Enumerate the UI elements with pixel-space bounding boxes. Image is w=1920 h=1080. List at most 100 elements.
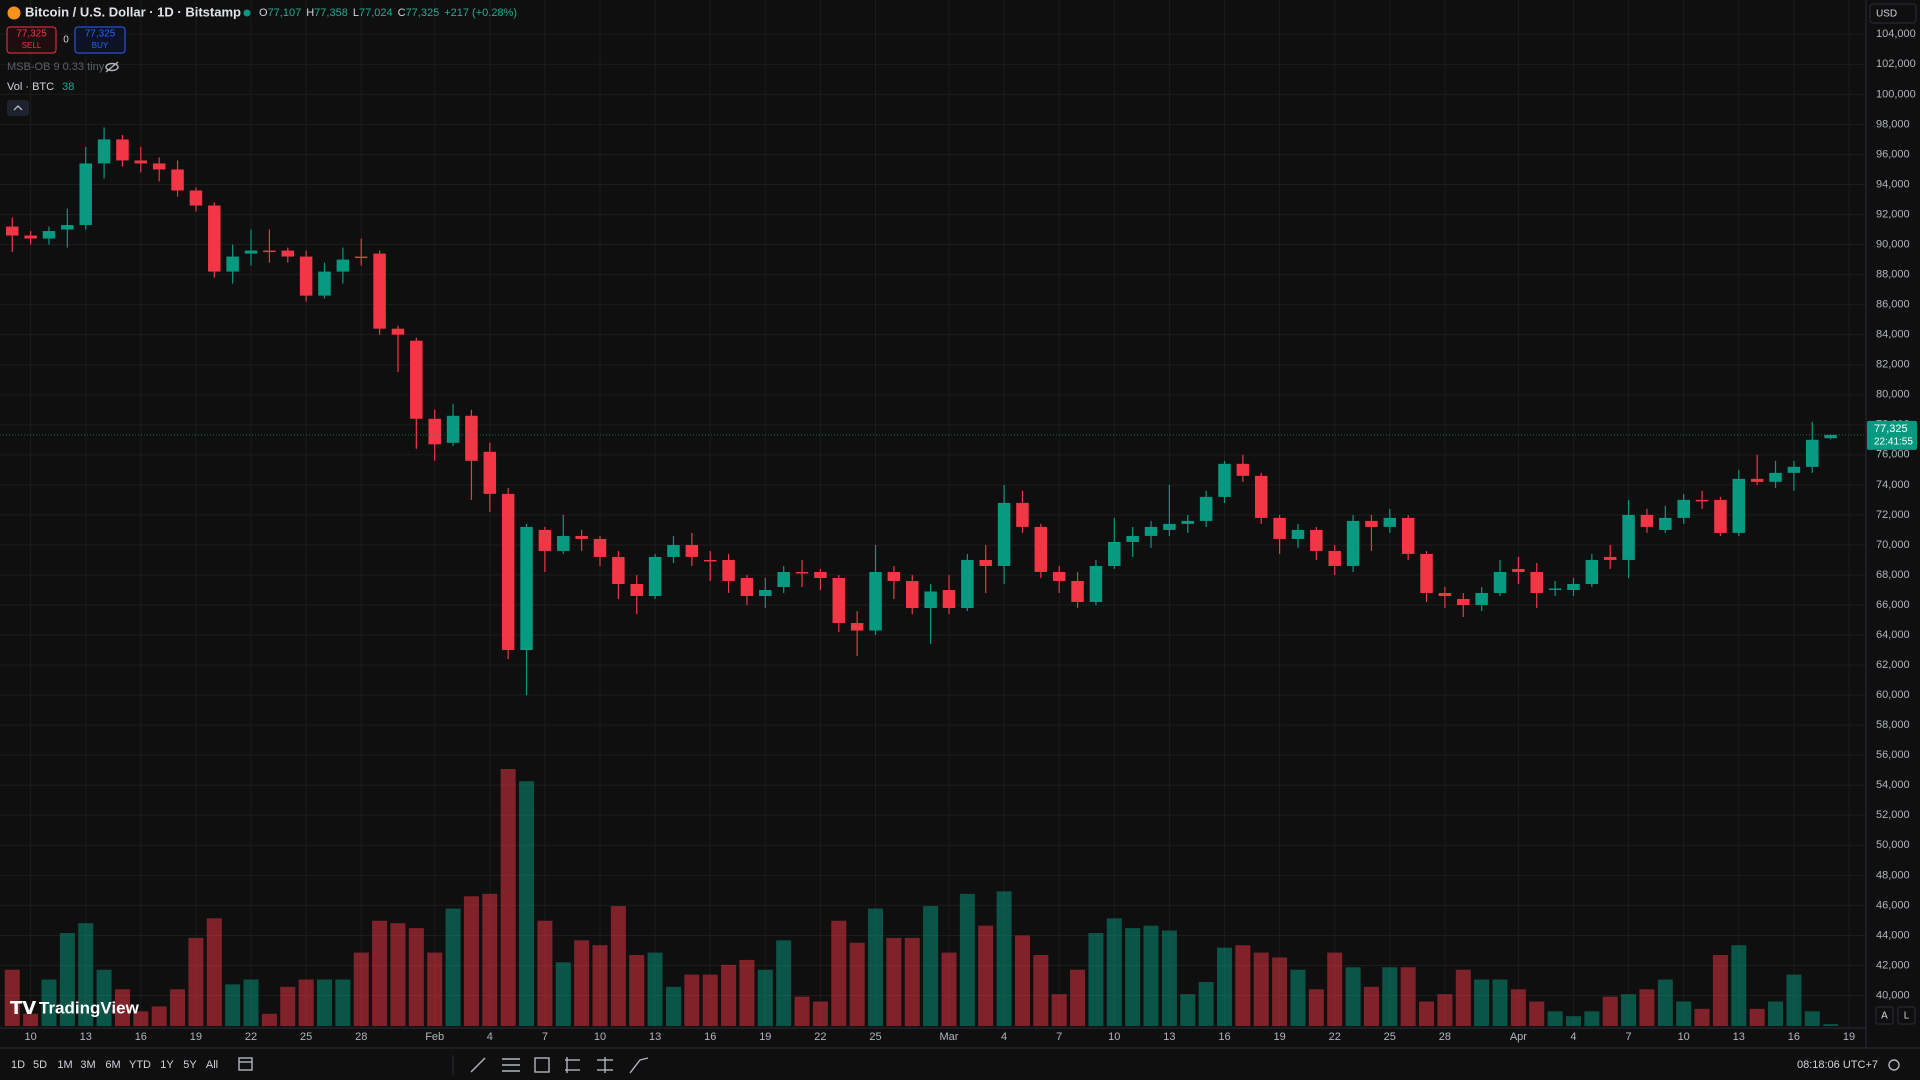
volume-bar — [1492, 979, 1508, 1026]
buy-button[interactable] — [74, 26, 126, 54]
candle-body — [97, 139, 111, 164]
volume-bar — [665, 986, 681, 1026]
candle-body — [24, 235, 37, 239]
volume-bar — [923, 906, 939, 1026]
candle-body — [1291, 529, 1305, 539]
volume-bar — [1308, 989, 1324, 1026]
candle-body — [869, 571, 882, 631]
sell-button[interactable] — [6, 26, 57, 54]
range-button[interactable]: 1M — [57, 1059, 72, 1071]
x-tick-label: Feb — [425, 1031, 444, 1043]
x-tick-label: 25 — [1384, 1031, 1396, 1043]
volume-bar — [831, 920, 847, 1026]
volume-bar — [335, 979, 351, 1026]
brand-icon: 𝗧𝗩 — [10, 998, 36, 1018]
volume-bar — [1804, 1011, 1820, 1026]
candle-body — [850, 623, 864, 631]
y-tick-label: 46,000 — [1876, 899, 1910, 911]
x-tick-label: 16 — [1788, 1031, 1800, 1043]
eye-icon[interactable] — [105, 61, 119, 73]
candle-body — [1034, 526, 1048, 572]
candle-body — [1273, 517, 1286, 539]
candle-body — [557, 535, 570, 551]
scale-button[interactable] — [1897, 1006, 1916, 1025]
candle-body — [961, 559, 974, 609]
volume-bar — [1437, 994, 1453, 1026]
range-button[interactable]: 1Y — [160, 1059, 174, 1071]
candle-body — [318, 271, 331, 296]
candle-body — [171, 169, 184, 191]
candle-body — [263, 250, 276, 253]
candle-body — [538, 529, 552, 551]
volume-bar — [629, 955, 645, 1026]
x-tick-label: 19 — [759, 1031, 771, 1043]
measure-tool[interactable] — [597, 1057, 613, 1073]
scale-button[interactable] — [1875, 1006, 1894, 1025]
scale-button-label: L — [1904, 1011, 1910, 1022]
x-tick-label: 10 — [594, 1031, 606, 1043]
scale-button-label: A — [1881, 1011, 1888, 1022]
candle-body — [1548, 588, 1562, 590]
candle-body — [391, 328, 405, 335]
sell-label: SELL — [22, 41, 42, 50]
settings-icon[interactable] — [1888, 1059, 1900, 1071]
volume-bar — [1382, 967, 1398, 1026]
volume-bar — [408, 928, 424, 1026]
currency-button[interactable] — [1869, 3, 1917, 24]
y-tick-label: 76,000 — [1876, 449, 1910, 461]
range-button[interactable]: All — [206, 1059, 218, 1071]
range-button[interactable]: 5D — [33, 1059, 47, 1071]
candle-body — [1824, 434, 1837, 439]
volume-bar — [812, 1001, 828, 1026]
y-tick-label: 50,000 — [1876, 839, 1910, 851]
x-tick-label: 13 — [1733, 1031, 1745, 1043]
y-tick-label: 84,000 — [1876, 329, 1910, 341]
range-button[interactable]: 5Y — [183, 1059, 197, 1071]
candle-body — [1475, 593, 1488, 606]
rectangle-tool[interactable] — [534, 1057, 550, 1073]
volume-bar — [886, 937, 902, 1026]
volume-bar — [996, 891, 1012, 1026]
range-button[interactable]: YTD — [129, 1059, 151, 1071]
candle-body — [152, 163, 166, 170]
x-tick-label: 10 — [1678, 1031, 1690, 1043]
volume-bar — [96, 969, 112, 1026]
range-button[interactable]: 3M — [80, 1059, 95, 1071]
candle-body — [887, 571, 901, 581]
trend-line-tool[interactable] — [470, 1057, 486, 1073]
volume-bar — [390, 923, 406, 1026]
x-tick-label: 7 — [1056, 1031, 1062, 1043]
position-tool[interactable] — [565, 1057, 580, 1073]
candle-body — [1787, 466, 1801, 473]
ohlc-key: H — [306, 7, 314, 19]
y-tick-label: 102,000 — [1876, 58, 1916, 70]
calendar-icon[interactable] — [238, 1057, 253, 1071]
ohlc-key: O — [259, 7, 268, 19]
y-tick-label: 100,000 — [1876, 88, 1916, 100]
candle-body — [1181, 520, 1195, 524]
volume-bar — [610, 906, 626, 1026]
volume-bar — [1786, 974, 1802, 1026]
range-button[interactable]: 1D — [11, 1059, 25, 1071]
fib-tool[interactable] — [502, 1058, 520, 1072]
volume-bar — [1565, 1016, 1581, 1026]
candle-body — [1383, 517, 1397, 527]
candle-body — [1218, 463, 1231, 497]
x-tick-label: 4 — [487, 1031, 493, 1043]
x-tick-label: 13 — [1163, 1031, 1175, 1043]
y-tick-label: 56,000 — [1876, 749, 1910, 761]
brush-tool[interactable] — [629, 1057, 649, 1074]
candle-body — [189, 190, 203, 206]
x-tick-label: 28 — [355, 1031, 367, 1043]
candle-body — [1401, 517, 1415, 554]
candle-body — [354, 256, 368, 259]
collapse-button[interactable] — [7, 100, 29, 116]
candle-body — [795, 571, 809, 574]
volume-bar — [1823, 1024, 1839, 1026]
candle-body — [1603, 556, 1617, 560]
range-button[interactable]: 6M — [105, 1059, 120, 1071]
volume-bar — [78, 923, 94, 1026]
candle-body — [906, 580, 919, 609]
symbol-title: Bitcoin / U.S. Dollar · 1D · Bitstamp — [25, 4, 241, 19]
volume-bar — [1180, 994, 1196, 1026]
